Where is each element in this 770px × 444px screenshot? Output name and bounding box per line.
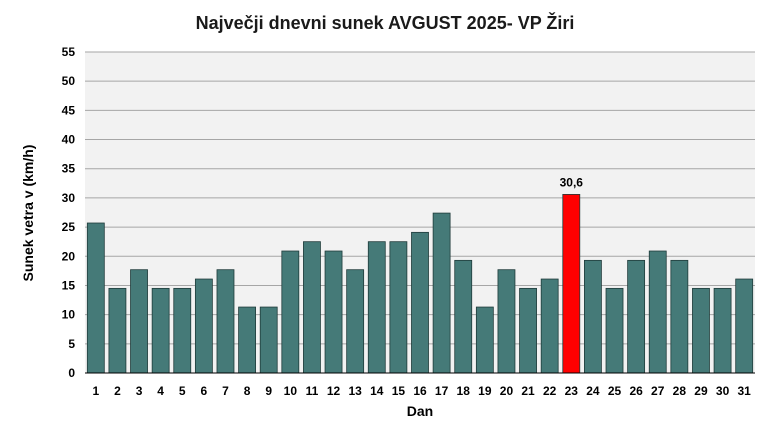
bar xyxy=(519,287,537,374)
bar xyxy=(367,241,386,374)
x-tick-label: 9 xyxy=(265,384,272,398)
bar xyxy=(692,287,710,374)
x-tick-label: 15 xyxy=(392,384,406,398)
x-tick-label: 24 xyxy=(586,384,600,398)
x-axis-label: Dan xyxy=(407,403,433,419)
bar xyxy=(497,269,516,374)
y-tick-label: 45 xyxy=(62,103,76,117)
x-tick-label: 2 xyxy=(114,384,121,398)
x-tick-label: 21 xyxy=(521,384,535,398)
y-tick-label: 30 xyxy=(62,191,76,205)
x-tick-label: 22 xyxy=(543,384,557,398)
bar xyxy=(130,269,148,374)
y-tick-label: 35 xyxy=(62,162,76,176)
bar xyxy=(454,259,473,374)
x-tick-label: 17 xyxy=(435,384,449,398)
x-tick-label: 13 xyxy=(348,384,362,398)
x-tick-label: 19 xyxy=(478,384,492,398)
x-tick-label: 27 xyxy=(651,384,665,398)
x-tick-label: 1 xyxy=(92,384,99,398)
bar xyxy=(303,241,321,374)
bar xyxy=(259,306,278,374)
x-tick-label: 23 xyxy=(565,384,579,398)
data-labels: 30,6 xyxy=(560,175,584,189)
x-tick-label: 28 xyxy=(673,384,687,398)
x-tick-label: 5 xyxy=(179,384,186,398)
x-tick-label: 14 xyxy=(370,384,384,398)
bar xyxy=(648,250,667,374)
bar xyxy=(151,287,170,374)
y-tick-label: 10 xyxy=(62,308,76,322)
x-tick-label: 12 xyxy=(327,384,341,398)
bar xyxy=(475,306,494,374)
bar xyxy=(86,222,105,374)
bar xyxy=(540,278,559,374)
y-tick-label: 25 xyxy=(62,220,76,234)
x-tick-label: 11 xyxy=(306,384,319,398)
chart-title: Največji dnevni sunek AVGUST 2025- VP Ži… xyxy=(196,12,575,33)
x-tick-label: 16 xyxy=(413,384,427,398)
y-tick-label: 20 xyxy=(62,249,76,263)
data-label-max: 30,6 xyxy=(560,175,584,189)
bar xyxy=(389,241,408,374)
y-tick-label: 50 xyxy=(62,74,76,88)
x-tick-label: 20 xyxy=(500,384,514,398)
y-tick-label: 5 xyxy=(68,337,75,351)
y-tick-label: 0 xyxy=(68,366,75,380)
bars xyxy=(86,194,754,374)
y-tick-label: 55 xyxy=(62,45,76,59)
x-tick-label: 6 xyxy=(201,384,208,398)
x-tick-label: 29 xyxy=(694,384,708,398)
x-tick-label: 31 xyxy=(738,384,752,398)
x-tick-label: 3 xyxy=(136,384,143,398)
bar xyxy=(216,269,235,374)
bar xyxy=(411,231,429,374)
x-axis-ticks: 1 2 3 4 5 6 7 8 9 10 11 12 13 14 15 16 17 18 19 20 21 22 23 24 2… xyxy=(92,384,751,398)
bar xyxy=(324,250,343,374)
y-tick-label: 15 xyxy=(62,278,76,292)
bar xyxy=(108,287,127,374)
x-tick-label: 25 xyxy=(608,384,622,398)
bar xyxy=(627,259,646,374)
y-tick-label: 40 xyxy=(62,133,76,147)
bar xyxy=(194,278,213,374)
bar xyxy=(605,287,624,374)
bar xyxy=(173,287,192,374)
x-tick-label: 18 xyxy=(457,384,471,398)
x-tick-label: 4 xyxy=(157,384,164,398)
x-tick-label: 8 xyxy=(244,384,251,398)
bar xyxy=(346,269,365,374)
bar xyxy=(281,250,300,374)
x-tick-label: 30 xyxy=(716,384,730,398)
x-tick-label: 7 xyxy=(222,384,229,398)
x-tick-label: 10 xyxy=(284,384,298,398)
bar-highlight xyxy=(562,194,581,374)
y-axis-ticks: 0 5 10 15 20 25 30 35 40 45 50 55 xyxy=(62,45,76,380)
bar xyxy=(238,306,256,374)
bar xyxy=(713,287,732,374)
bar xyxy=(432,212,451,374)
bar xyxy=(584,259,602,374)
bar xyxy=(670,259,689,374)
bar xyxy=(735,278,754,374)
y-axis-label: Sunek vetra v (km/h) xyxy=(20,145,36,282)
x-tick-label: 26 xyxy=(629,384,643,398)
